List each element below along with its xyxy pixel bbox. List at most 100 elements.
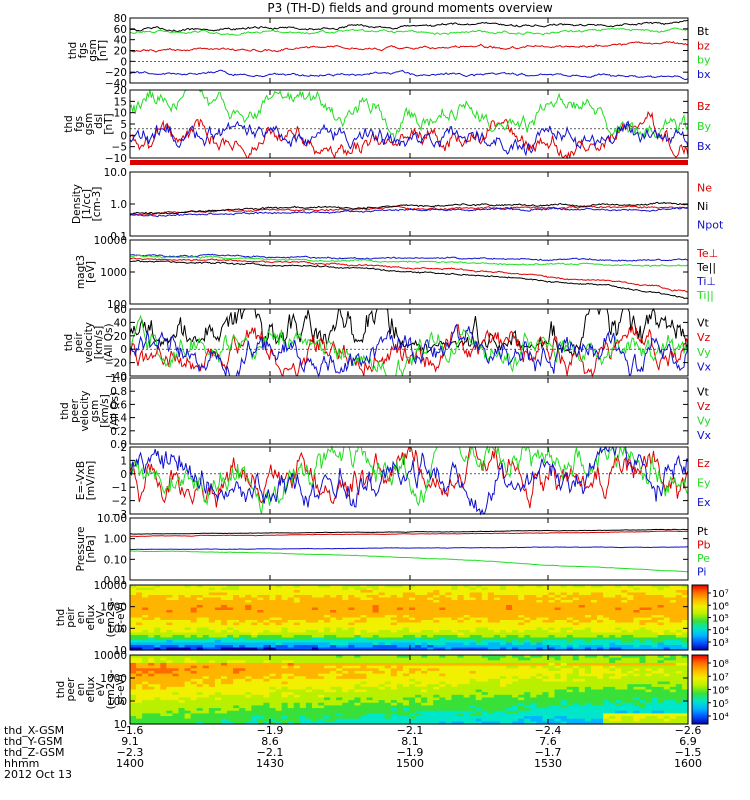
spectrogram-cell <box>233 597 240 601</box>
spectrogram-cell <box>214 627 222 631</box>
spectrogram-cell <box>160 660 167 664</box>
spectrogram-cell <box>239 662 246 667</box>
spectrogram-cell <box>257 587 265 591</box>
y-axis-label: thd <box>63 334 75 351</box>
spectrogram-cell <box>245 600 252 604</box>
spectrogram-cell <box>409 637 416 641</box>
spectrogram-cell <box>354 600 362 604</box>
spectrogram-cell <box>202 607 210 611</box>
spectrogram-cell <box>645 592 653 596</box>
spectrogram-cell <box>439 716 446 720</box>
spectrogram-cell <box>615 610 622 614</box>
spectrogram-cell <box>378 590 386 594</box>
spectrogram-cell <box>263 645 271 649</box>
spectrogram-cell <box>281 635 289 639</box>
spectrogram-cell <box>245 702 252 707</box>
spectrogram-cell <box>214 702 222 707</box>
spectrogram-cell <box>342 692 349 696</box>
legend-entry: Bx <box>697 140 712 153</box>
spectrogram-cell <box>214 700 222 704</box>
spectrogram-cell <box>475 595 483 599</box>
spectrogram-cell <box>633 640 641 644</box>
spectrogram-cell <box>202 694 210 699</box>
spectrogram-cell <box>311 716 319 720</box>
spectrogram-cell <box>633 627 641 631</box>
spectrogram-cell <box>651 602 659 606</box>
spectrogram-cell <box>512 637 519 641</box>
spectrogram-cell <box>578 587 586 591</box>
spectrogram-cell <box>208 697 216 701</box>
spectrogram-cell <box>166 597 174 601</box>
spectrogram-cell <box>536 590 544 594</box>
spectrogram-cell <box>378 657 386 661</box>
spectrogram-cell <box>651 692 659 696</box>
spectrogram-cell <box>130 617 137 621</box>
spectrogram-cell <box>130 686 137 691</box>
spectrogram-cell <box>499 676 507 680</box>
spectrogram-cell <box>354 668 362 672</box>
spectrogram-cell <box>675 597 683 601</box>
spectrogram-cell <box>439 665 446 669</box>
spectrogram-cell <box>142 716 149 720</box>
spectrogram-cell <box>463 615 471 619</box>
spectrogram-cell <box>475 657 483 661</box>
spectrogram-cell <box>172 617 180 621</box>
spectrogram-cell <box>190 678 198 683</box>
spectrogram-cell <box>487 668 495 672</box>
spectrogram-cell <box>360 585 368 589</box>
spectrogram-cell <box>439 595 446 599</box>
x-axis-value: 9.1 <box>121 735 139 748</box>
spectrogram-cell <box>396 692 404 696</box>
spectrogram-cell <box>578 705 586 709</box>
spectrogram-cell <box>669 587 677 591</box>
spectrogram-cell <box>669 710 677 714</box>
spectrogram-cell <box>530 597 537 601</box>
spectrogram-cell <box>609 689 616 693</box>
spectrogram-cell <box>148 692 155 696</box>
y-tick-label: 10000 <box>94 235 127 247</box>
spectrogram-cell <box>269 625 277 629</box>
legend-entry: Vy <box>697 414 711 427</box>
spectrogram-cell <box>208 670 216 675</box>
spectrogram-cell <box>336 592 343 596</box>
spectrogram-cell <box>512 627 519 631</box>
spectrogram-cell <box>499 645 507 649</box>
spectrogram-cell <box>214 708 222 712</box>
spectrogram-cell <box>493 615 501 619</box>
spectrogram-cell <box>481 610 489 614</box>
spectrogram-cell <box>463 668 471 672</box>
spectrogram-cell <box>245 590 252 594</box>
spectrogram-cell <box>287 600 295 604</box>
spectrogram-cell <box>512 595 519 599</box>
spectrogram-cell <box>148 713 155 717</box>
legend-entry: Pi <box>697 565 706 578</box>
spectrogram-cell <box>518 627 525 631</box>
spectrogram-cell <box>566 642 574 646</box>
spectrogram-cell <box>372 632 380 636</box>
spectrogram-cell <box>633 710 641 714</box>
spectrogram-cell <box>499 718 507 722</box>
spectrogram-cell <box>220 595 228 599</box>
spectrogram-cell <box>415 689 422 693</box>
spectrogram-cell <box>342 705 349 709</box>
spectrogram-cell <box>584 627 592 631</box>
spectrogram-cell <box>481 692 489 696</box>
spectrogram-cell <box>433 686 440 691</box>
spectrogram-cell <box>166 592 174 596</box>
spectrogram-cell <box>287 657 295 661</box>
spectrogram-cell <box>439 647 446 651</box>
spectrogram-cell <box>609 655 616 659</box>
y-tick-label: 0.0 <box>110 439 127 451</box>
spectrogram-cell <box>530 713 537 717</box>
spectrogram-cell <box>524 615 531 619</box>
spectrogram-cell <box>475 660 483 664</box>
spectrogram-cell <box>208 617 216 621</box>
spectrogram-cell <box>402 635 410 639</box>
spectrogram-cell <box>493 597 501 601</box>
spectrogram-cell <box>590 612 598 616</box>
spectrogram-cell <box>233 702 240 707</box>
spectrogram-cell <box>136 612 143 616</box>
spectrogram-cell <box>257 640 265 644</box>
spectrogram-cell <box>293 721 301 725</box>
spectrogram-cell <box>208 708 216 712</box>
